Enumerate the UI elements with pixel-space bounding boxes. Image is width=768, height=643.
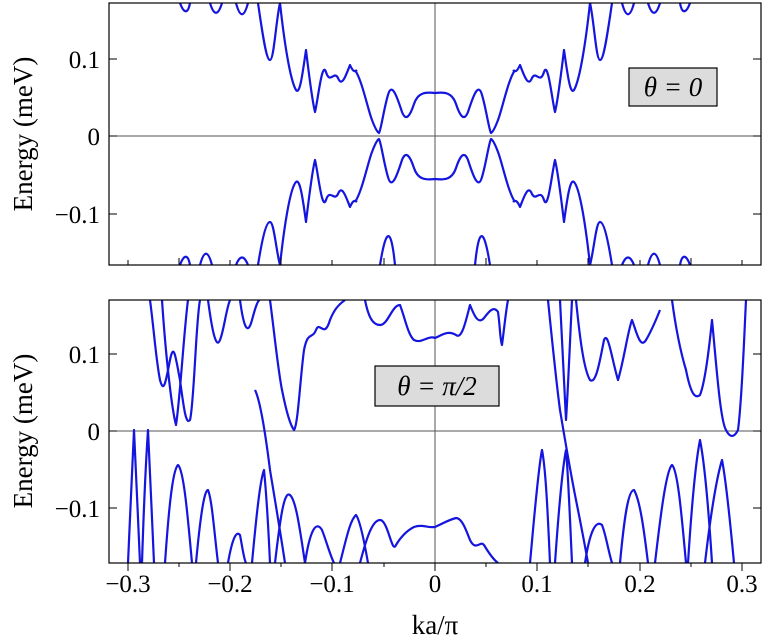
bottom-band-right-lower-4 bbox=[703, 458, 736, 563]
top-band-right-lower-2 bbox=[588, 220, 614, 265]
bottom-annotation-box: θ = π/2 bbox=[374, 365, 500, 407]
x-axis-label: ka/π bbox=[412, 610, 459, 640]
top-band-left-lower-2 bbox=[256, 220, 282, 265]
xtick-label-7: 0.3 bbox=[726, 571, 757, 598]
bottom-ytick-label-1: 0.1 bbox=[69, 342, 100, 369]
bottom-band-right-upper-4 bbox=[546, 300, 590, 563]
top-band-right-upper-3 bbox=[620, 3, 692, 16]
bottom-band-right-lower-2 bbox=[583, 488, 650, 563]
xtick-label-4: 0 bbox=[429, 571, 442, 598]
top-band-right-upper-2 bbox=[588, 3, 614, 62]
bottom-ticks bbox=[109, 353, 761, 571]
top-band-right-upper bbox=[512, 3, 592, 114]
bottom-bands bbox=[126, 300, 748, 563]
top-ytick-label-2: 0 bbox=[88, 124, 101, 151]
bottom-band-left-lower-2 bbox=[163, 463, 220, 563]
top-band-left-lower bbox=[278, 158, 358, 265]
bottom-band-left-upper-3 bbox=[206, 300, 261, 344]
bottom-band-left-lower-4 bbox=[273, 493, 370, 563]
top-band-right-lower bbox=[512, 158, 592, 265]
top-band-center-lower bbox=[354, 137, 516, 203]
bottom-band-right-upper-1 bbox=[558, 300, 574, 422]
bottom-band-right-lower-3 bbox=[653, 438, 714, 563]
top-band-center-upper bbox=[354, 69, 516, 135]
bottom-band-center-lower bbox=[358, 516, 499, 563]
top-ytick-label-3: −0.1 bbox=[55, 202, 100, 229]
top-band-left-upper bbox=[278, 3, 358, 114]
bottom-band-left-lower-3 bbox=[226, 468, 272, 563]
top-ylabel: Energy (meV) bbox=[8, 57, 38, 212]
xtick-label-5: 0.1 bbox=[521, 571, 552, 598]
xtick-label-3: −0.1 bbox=[309, 571, 354, 598]
xtick-label-2: −0.2 bbox=[207, 571, 252, 598]
bottom-ytick-label-3: −0.1 bbox=[55, 496, 100, 523]
top-ytick-label-1: 0.1 bbox=[69, 47, 100, 74]
bottom-band-left-upper-4 bbox=[268, 300, 346, 432]
bottom-band-left-upper-2 bbox=[160, 300, 190, 427]
top-band-left-upper-3 bbox=[178, 3, 250, 16]
xtick-label-1: −0.3 bbox=[105, 571, 150, 598]
top-y-ticks bbox=[109, 58, 761, 265]
bottom-band-left-upper-5 bbox=[253, 389, 287, 563]
top-band-left-lower-3 bbox=[178, 235, 397, 265]
bottom-annotation-text: θ = π/2 bbox=[397, 371, 477, 401]
top-frame bbox=[108, 2, 762, 266]
bottom-band-left-lower-1 bbox=[126, 428, 156, 563]
top-band-right-lower-3 bbox=[473, 235, 692, 265]
bottom-ylabel: Energy (meV) bbox=[8, 354, 38, 509]
top-panel: 0.1 0 −0.1 Energy (meV) θ = 0 bbox=[8, 2, 762, 266]
bottom-plot-area bbox=[109, 300, 761, 563]
bottom-panel: 0.1 0 −0.1 −0.3 −0.2 −0.1 0 0.1 0.2 0.3 … bbox=[8, 299, 762, 640]
bottom-band-left-upper-1 bbox=[148, 300, 202, 423]
bottom-band-right-upper-3 bbox=[670, 300, 748, 438]
bottom-band-right-upper-2 bbox=[574, 300, 662, 382]
top-bands bbox=[178, 3, 692, 265]
xtick-label-6: 0.2 bbox=[624, 571, 655, 598]
top-band-left-upper-2 bbox=[256, 3, 282, 62]
bottom-band-center-upper bbox=[363, 300, 510, 347]
top-annotation-box: θ = 0 bbox=[628, 67, 718, 107]
top-annotation-text: θ = 0 bbox=[644, 72, 703, 102]
bottom-band-right-lower-1 bbox=[528, 448, 574, 563]
top-plot-area bbox=[109, 3, 761, 265]
bottom-ytick-label-2: 0 bbox=[88, 419, 101, 446]
